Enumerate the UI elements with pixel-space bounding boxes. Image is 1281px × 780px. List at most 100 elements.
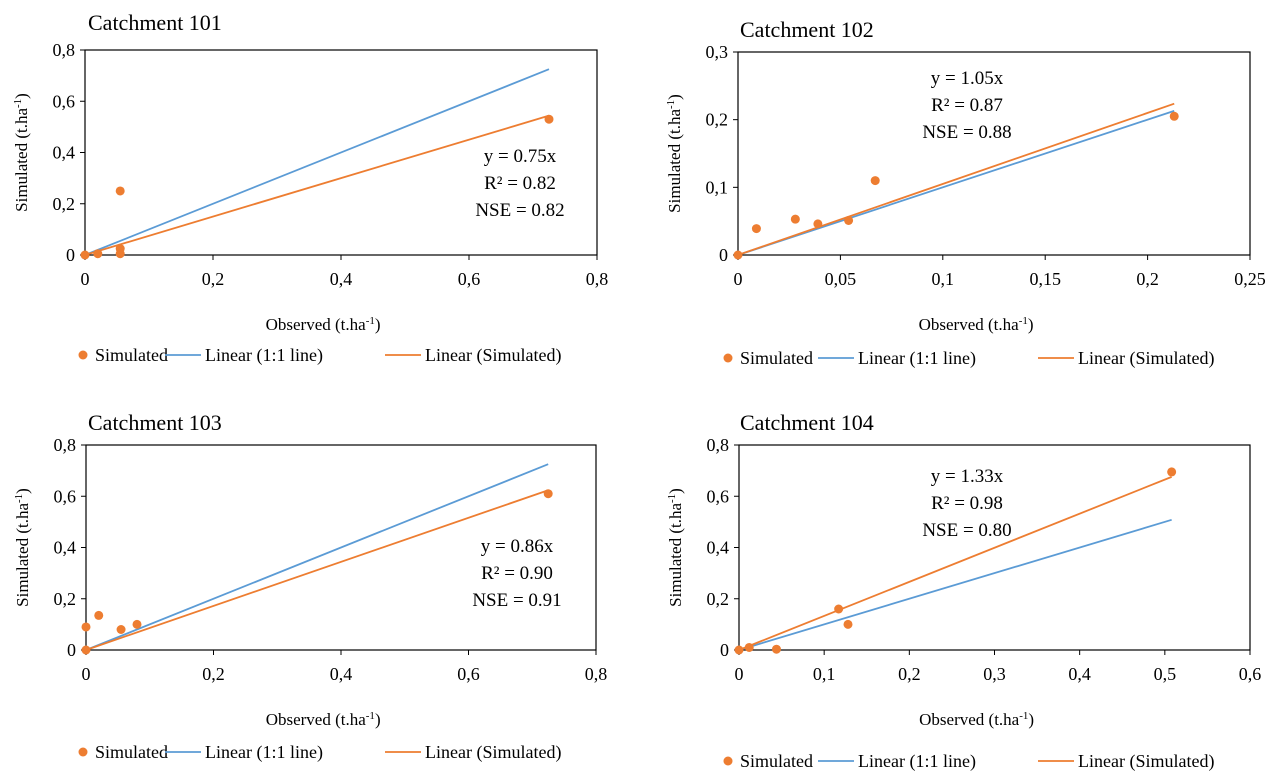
chart-title: Catchment 104: [740, 410, 874, 435]
x-tick-label: 0,4: [1068, 664, 1091, 684]
y-tick-label: 0,6: [54, 486, 77, 506]
y-tick-label: 0,8: [53, 40, 76, 60]
legend-label: Simulated: [95, 742, 168, 762]
plot-area-frame: [737, 51, 1251, 256]
x-tick-label: 0,5: [1154, 664, 1177, 684]
x-tick-label: 0,3: [983, 664, 1006, 684]
legend-label: Linear (1:1 line): [205, 742, 323, 763]
data-point: [1167, 467, 1177, 477]
x-tick-label: 0,6: [458, 269, 481, 289]
one-to-one-line: [738, 518, 1172, 651]
y-tick-label: 0: [720, 640, 729, 660]
regression-annotation: NSE = 0.88: [922, 122, 1011, 143]
y-tick-label: 0,4: [53, 143, 76, 163]
y-tick-label: 0: [66, 245, 75, 265]
x-tick-label: 0,05: [825, 269, 857, 289]
y-tick-label: 0,8: [54, 435, 77, 455]
x-axis-label: Observed (t.ha-1): [919, 710, 1034, 729]
regression-annotation: y = 1.33x: [931, 466, 1004, 487]
legend-label: Simulated: [740, 751, 813, 771]
data-point: [744, 642, 754, 652]
legend-label: Linear (Simulated): [425, 742, 561, 763]
regression-annotation: R² = 0.82: [484, 173, 556, 194]
data-point: [843, 619, 853, 629]
y-axis-label: Simulated (t.ha-1): [12, 93, 31, 212]
data-point: [733, 250, 743, 260]
x-tick-label: 0,25: [1234, 269, 1266, 289]
x-tick-label: 0,2: [202, 269, 225, 289]
y-tick-label: 0,2: [707, 589, 730, 609]
y-axis-label: Simulated (t.ha-1): [666, 488, 685, 607]
x-tick-label: 0: [734, 269, 743, 289]
chart-title: Catchment 102: [740, 17, 874, 42]
linear-fit-line: [737, 102, 1175, 256]
legend-marker-simulated: [78, 747, 88, 757]
x-tick-label: 0,8: [586, 269, 609, 289]
linear-fit-line: [84, 114, 550, 256]
data-point: [813, 219, 823, 229]
y-tick-label: 0,4: [707, 538, 730, 558]
data-point: [81, 645, 91, 655]
linear-fit-line: [85, 489, 549, 651]
legend-label: Linear (Simulated): [425, 345, 561, 366]
one-to-one-line: [737, 110, 1175, 256]
y-tick-label: 0,6: [707, 486, 730, 506]
x-tick-label: 0,2: [1136, 269, 1159, 289]
y-tick-label: 0,6: [53, 91, 76, 111]
legend-label: Simulated: [95, 345, 168, 365]
y-tick-label: 0,4: [54, 538, 77, 558]
x-tick-label: 0,6: [1239, 664, 1262, 684]
chart-panel-catchment-101: Catchment 101 0 0,2 0,4 0,6 0,8 0 0,2 0,4 0,6 0,8 O…: [0, 0, 640, 390]
y-tick-label: 0,2: [53, 194, 76, 214]
regression-annotation: NSE = 0.80: [922, 520, 1011, 541]
x-tick-label: 0,15: [1029, 269, 1061, 289]
x-axis-label: Observed (t.ha-1): [266, 710, 381, 729]
legend-label: Linear (Simulated): [1078, 751, 1214, 772]
legend-label: Linear (1:1 line): [858, 751, 976, 772]
data-point: [132, 619, 142, 629]
chart-svg: Catchment 101 0 0,2 0,4 0,6 0,8 0 0,2 0,4 0,6 0,8 O…: [12, 10, 609, 366]
regression-annotation: R² = 0.87: [931, 95, 1003, 116]
data-point: [81, 622, 91, 632]
y-tick-label: 0: [719, 245, 728, 265]
linear-fit-line: [738, 476, 1172, 651]
data-point: [771, 644, 781, 654]
data-point: [80, 250, 90, 260]
data-point: [734, 645, 744, 655]
data-point: [115, 186, 125, 196]
y-tick-label: 0,1: [706, 177, 729, 197]
data-point: [790, 214, 800, 224]
legend-label: Linear (1:1 line): [205, 345, 323, 366]
x-tick-label: 0,2: [202, 664, 225, 684]
x-tick-label: 0,4: [330, 664, 353, 684]
data-point: [1169, 111, 1179, 121]
legend-marker-simulated: [723, 353, 733, 363]
legend-marker-simulated: [723, 756, 733, 766]
y-tick-label: 0,2: [706, 110, 729, 130]
x-tick-label: 0,6: [457, 664, 480, 684]
legend-label: Linear (Simulated): [1078, 348, 1214, 369]
chart-title: Catchment 101: [88, 10, 222, 35]
legend-label: Linear (1:1 line): [858, 348, 976, 369]
x-tick-label: 0,8: [585, 664, 608, 684]
regression-annotation: R² = 0.90: [481, 563, 553, 584]
legend-marker-simulated: [78, 350, 88, 360]
data-point: [115, 249, 125, 259]
data-point: [834, 604, 844, 614]
x-tick-label: 0: [735, 664, 744, 684]
x-tick-label: 0,1: [932, 269, 955, 289]
data-point: [751, 224, 761, 234]
y-axis-label: Simulated (t.ha-1): [665, 94, 684, 213]
regression-annotation: R² = 0.98: [931, 493, 1003, 514]
data-point: [93, 249, 103, 259]
y-tick-label: 0,3: [706, 42, 729, 62]
y-tick-label: 0: [67, 640, 76, 660]
x-tick-label: 0,2: [898, 664, 921, 684]
chart-svg: Catchment 104 0 0,1 0,2 0,3 0,4 0,5 0,6 0 0,2 0,4 0…: [666, 410, 1262, 772]
x-axis-label: Observed (t.ha-1): [266, 315, 381, 334]
chart-svg: Catchment 102 0 0,05 0,1 0,15 0,2 0,25 0 0,1 0,2 0…: [665, 17, 1266, 369]
regression-annotation: y = 0.75x: [484, 146, 557, 167]
chart-panel-catchment-104: Catchment 104 0 0,1 0,2 0,3 0,4 0,5 0,6 0 0,2 0,4 0…: [640, 390, 1281, 780]
x-tick-label: 0,1: [813, 664, 836, 684]
y-tick-label: 0,2: [54, 589, 77, 609]
